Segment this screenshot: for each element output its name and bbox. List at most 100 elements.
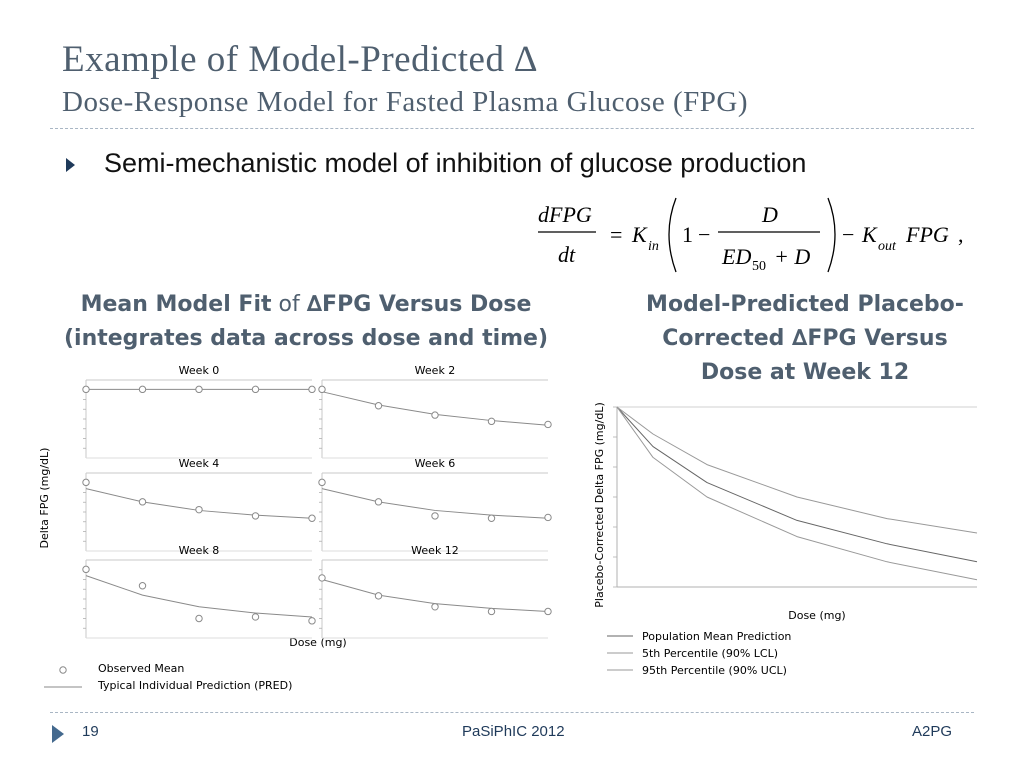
pred-line (321, 391, 549, 426)
legend-label: Population Mean Prediction (642, 630, 791, 643)
right-heading-line1: Model-Predicted Placebo- (646, 292, 964, 317)
facet-title: Week 6 (415, 457, 456, 470)
observed-point (308, 385, 316, 394)
footer-divider (50, 712, 974, 713)
facet-plot-ylabel: Delta FPG (mg/dL) (38, 448, 51, 549)
eq-frac-den-a: ED (721, 244, 751, 269)
facet-panel: Week 2 (318, 364, 552, 459)
observed-point (318, 478, 326, 487)
facet-panel: Week 0 (82, 364, 316, 459)
eq-frac-den-sub: 50 (752, 259, 766, 274)
facet-plot-legend: Observed Mean Typical Individual Predict… (44, 662, 292, 692)
eq-frac-den-b: + D (774, 244, 810, 269)
observed-point (195, 385, 203, 394)
series-line (616, 406, 978, 581)
series-line (616, 406, 978, 563)
pred-line (321, 488, 549, 519)
slide-title: Example of Model-Predicted ∆ (62, 39, 538, 80)
observed-point (544, 420, 552, 429)
left-heading-line2: (integrates data across dose and time) (63, 326, 549, 351)
right-plot-ylabel: Placebo-Corrected Delta FPG (mg/dL) (593, 402, 606, 607)
eq-kout-sub: out (878, 239, 897, 254)
pred-line (85, 488, 313, 519)
left-heading-of: of (271, 292, 307, 317)
facet-panel: Week 12 (318, 544, 552, 639)
slide-subtitle: Dose-Response Model for Fasted Plasma Gl… (62, 86, 748, 118)
left-heading-bold-2: ∆FPG Versus Dose (306, 292, 532, 317)
observed-point (251, 613, 260, 621)
observed-point (308, 617, 316, 625)
legend-observed-label: Observed Mean (98, 662, 184, 675)
observed-point (82, 478, 90, 487)
observed-point (318, 574, 326, 582)
eq-left-paren (668, 197, 677, 273)
observed-point (308, 514, 316, 522)
observed-point (544, 607, 552, 616)
page-number: 19 (82, 723, 99, 740)
legend-observed-marker (59, 666, 67, 674)
observed-point (487, 607, 496, 616)
eq-one: 1 (682, 222, 693, 247)
observed-point (431, 603, 439, 611)
eq-frac-num: D (761, 202, 778, 227)
left-heading: Mean Model Fit of ∆FPG Versus Dose (inte… (40, 288, 572, 356)
observed-point (82, 565, 90, 574)
observed-point (82, 385, 90, 394)
observed-point (374, 592, 383, 600)
facet-panel: Week 8 (82, 544, 316, 639)
left-heading-bold-1: Mean Model Fit (80, 292, 272, 317)
observed-point (374, 498, 383, 506)
legend-label: 95th Percentile (90% UCL) (642, 664, 787, 677)
observed-point (195, 505, 203, 514)
observed-point (138, 385, 147, 394)
placebo-corrected-plot: Placebo-Corrected Delta FPG (mg/dL) Dose… (593, 402, 978, 677)
eq-minus-1: − (698, 222, 710, 247)
right-heading: Model-Predicted Placebo- Corrected ∆FPG … (610, 288, 1000, 390)
eq-minus-2: − (842, 222, 854, 247)
observed-point (251, 512, 260, 520)
observed-point (138, 498, 147, 506)
series-line (616, 406, 978, 534)
model-equation: dFPG dt = K in 1 − D ED 50 + D − K out F… (538, 197, 964, 274)
facet-plot-xlabel: Dose (mg) (289, 636, 346, 649)
footer-center-text: PaSiPhIC 2012 (462, 723, 565, 740)
observed-point (544, 513, 552, 522)
eq-fpg: FPG (905, 222, 949, 247)
facet-title: Week 0 (179, 364, 220, 377)
footer-arrow-icon (52, 725, 64, 743)
observed-point (487, 417, 496, 426)
footer-right-text: A2PG (912, 723, 953, 740)
bullet-text: Semi-mechanistic model of inhibition of … (104, 148, 807, 178)
facet-title: Week 12 (411, 544, 459, 557)
right-plot-xlabel: Dose (mg) (788, 609, 845, 622)
facet-title: Week 2 (415, 364, 456, 377)
eq-kout: K (861, 222, 878, 247)
eq-kin: K (631, 222, 648, 247)
title-divider (50, 128, 974, 129)
legend-label: 5th Percentile (90% LCL) (642, 647, 778, 660)
legend-pred-label: Typical Individual Prediction (PRED) (97, 679, 292, 692)
observed-point (374, 402, 383, 410)
right-heading-line2: Corrected ∆FPG Versus (662, 326, 948, 351)
eq-comma: , (958, 222, 964, 247)
eq-lhs-numerator: dFPG (538, 202, 592, 227)
observed-point (138, 582, 147, 590)
facet-panel: Week 4 (82, 457, 316, 552)
observed-point (251, 385, 260, 394)
eq-kin-sub: in (648, 239, 659, 254)
facet-panel: Week 6 (318, 457, 552, 552)
observed-point (431, 512, 439, 520)
observed-point (195, 614, 203, 623)
eq-equals: = (610, 222, 622, 247)
facet-title: Week 8 (179, 544, 220, 557)
facet-plot: Delta FPG (mg/dL) Dose (mg) Observed Mea… (38, 364, 552, 692)
eq-lhs-denominator: dt (558, 242, 576, 267)
bullet-arrow-icon (66, 158, 75, 172)
pred-line (85, 575, 313, 618)
observed-point (487, 514, 496, 522)
eq-right-paren (827, 197, 836, 273)
facet-title: Week 4 (179, 457, 220, 470)
observed-point (318, 385, 326, 394)
observed-point (431, 411, 439, 419)
right-plot-legend: Population Mean Prediction 5th Percentile… (607, 630, 791, 677)
